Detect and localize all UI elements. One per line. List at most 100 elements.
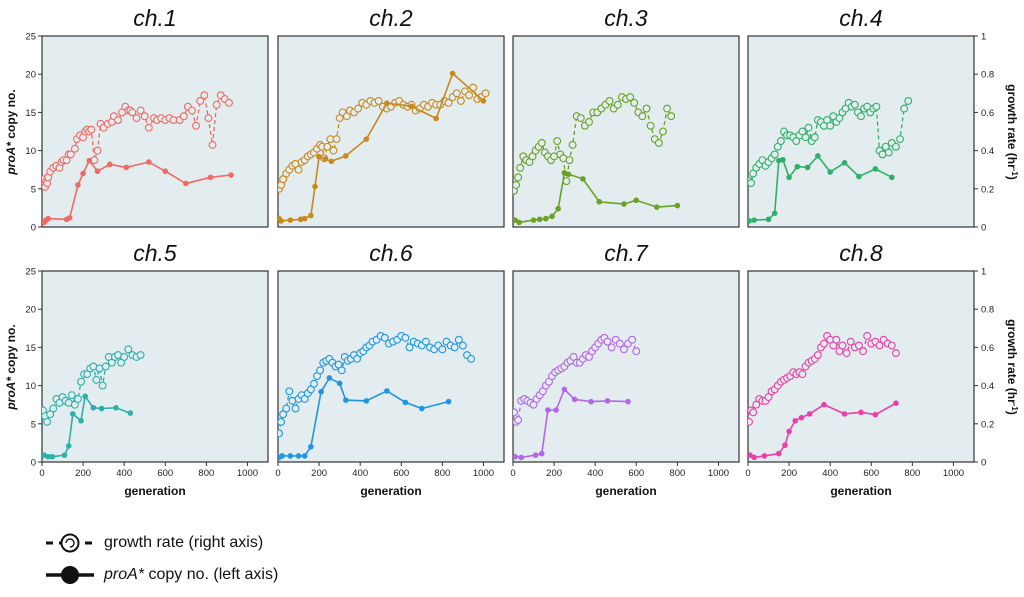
panel-8-ytick-right-label: 0.8 bbox=[981, 305, 994, 316]
panel-1-growth-rate-point bbox=[192, 121, 201, 130]
panel-3-copy-number-point bbox=[621, 201, 627, 207]
panel-3-growth-rate-point bbox=[585, 117, 593, 126]
panel-3-growth-rate-point bbox=[667, 112, 676, 121]
panel-5-copy-number-point bbox=[49, 453, 56, 460]
panel-8-ytick-right-label: 0.4 bbox=[981, 381, 994, 392]
panel-8-copy-number-point bbox=[872, 411, 879, 418]
panel-5-growth-rate-point bbox=[101, 362, 110, 371]
panel-4-ytick-right-label: 0.6 bbox=[981, 108, 994, 119]
panel-1-copy-number-point bbox=[66, 215, 73, 221]
panel-3-copy-number-point bbox=[516, 219, 522, 226]
panel-3-growth-rate-point bbox=[605, 96, 614, 105]
panel-3-growth-rate-point bbox=[630, 98, 639, 107]
panel-4-growth-rate-point bbox=[850, 100, 859, 109]
panel-6-copy-number-point bbox=[301, 453, 308, 459]
panel-1-copy-number-point bbox=[80, 170, 86, 177]
panel-1-copy-number-point bbox=[86, 157, 93, 164]
panel-4-growth-rate-point bbox=[810, 133, 819, 142]
panel-8-copy-number-point bbox=[821, 401, 827, 408]
panel-4-growth-rate-point bbox=[804, 123, 813, 132]
panel-3-growth-rate-point bbox=[663, 104, 672, 113]
panel-3-copy-number-point bbox=[530, 217, 537, 223]
panel-3-growth-rate-point bbox=[513, 181, 521, 189]
panel-6-xtick-label: 0 bbox=[275, 468, 280, 479]
panel-5-growth-rate-point bbox=[136, 351, 145, 359]
panel-6-copy-number-point bbox=[318, 388, 324, 395]
panel-6-growth-rate-point bbox=[285, 387, 294, 396]
panel-6-plot-area bbox=[277, 270, 505, 463]
panel-5-growth-rate-point bbox=[124, 345, 133, 354]
panel-4-ytick-right-label: 0.2 bbox=[981, 184, 994, 195]
panel-6-copy-number-point bbox=[279, 453, 285, 459]
panel-1-growth-rate-point bbox=[225, 98, 233, 107]
panel-8-xtick-label: 800 bbox=[904, 468, 920, 479]
panel-1-copy-number-point bbox=[45, 215, 51, 222]
panel-5-copy-number-point bbox=[45, 453, 51, 460]
panel-3-growth-rate-point bbox=[642, 104, 651, 113]
panel-5-xtick-label: 200 bbox=[75, 468, 91, 479]
panel-5-growth-rate-point bbox=[120, 353, 129, 361]
panel-4-growth-rate-point bbox=[884, 148, 893, 157]
panel-7-xtick-label: 600 bbox=[628, 468, 644, 479]
panel-8-growth-rate-point bbox=[749, 408, 758, 417]
panel-6-growth-rate-point bbox=[278, 417, 286, 426]
panel-6-growth-rate-point bbox=[282, 404, 291, 413]
panel-3-growth-rate-point bbox=[659, 127, 667, 136]
panel-5-ytick-left-label: 0 bbox=[31, 458, 36, 469]
panel-1-ytick-left-label: 5 bbox=[31, 184, 36, 195]
panel-8-copy-number-point bbox=[782, 442, 788, 448]
panel-2-data bbox=[278, 70, 490, 224]
panel-1-data bbox=[42, 91, 234, 226]
panel-7: ch.7 0 200 400 600 800 1000 generation bbox=[510, 240, 740, 498]
panel-2-growth-rate-point bbox=[456, 96, 465, 105]
panel-3-growth-rate-point bbox=[576, 114, 585, 123]
legend-copy-number-marker-icon bbox=[46, 566, 94, 584]
panel-3-copy-number-point bbox=[580, 176, 586, 182]
panel-2-copy-number-point bbox=[316, 153, 322, 160]
panel-5-copy-number-point bbox=[82, 393, 88, 400]
panel-1-ytick-left-label: 15 bbox=[25, 108, 36, 119]
panel-5-growth-rate-point bbox=[77, 377, 85, 386]
panel-3: ch.3 bbox=[512, 5, 740, 228]
panel-1-growth-rate-point bbox=[136, 106, 145, 115]
panel-7-data bbox=[513, 333, 641, 461]
right-axis-label-top: growth rate (hr-1) bbox=[1005, 84, 1019, 180]
panel-1-growth-rate-point bbox=[212, 100, 221, 109]
panel-7-growth-rate-point bbox=[615, 339, 624, 348]
panel-8-growth-rate-point bbox=[748, 417, 753, 426]
panel-5-growth-rate-point bbox=[92, 375, 101, 384]
panel-4-copy-number-point bbox=[841, 160, 848, 166]
panel-8-xtick-label: 200 bbox=[781, 468, 797, 479]
panel-8-xtick-label: 0 bbox=[745, 468, 750, 479]
panel-3-copy-number-point bbox=[565, 171, 572, 178]
panel-7-copy-number-point bbox=[604, 398, 611, 404]
panel-6-growth-rate-point bbox=[310, 379, 318, 388]
panel-7-xtick-label: 400 bbox=[587, 468, 603, 479]
panel-1-copy-number-point bbox=[228, 172, 234, 178]
panel-1-growth-rate-point bbox=[179, 112, 188, 121]
panel-1-ytick-left-label: 0 bbox=[31, 223, 36, 234]
panel-8-copy-number-point bbox=[806, 411, 813, 417]
panel-4-copy-number-point bbox=[827, 169, 833, 175]
legend-growth-rate-label: growth rate (right axis) bbox=[104, 534, 264, 551]
panel-7-copy-number-point bbox=[625, 398, 631, 405]
panel-8-copy-number-point bbox=[893, 400, 899, 406]
panel-4-copy-number-point bbox=[751, 217, 757, 223]
panel-1-copy-number-point bbox=[146, 159, 152, 165]
panel-2-growth-rate-point bbox=[294, 165, 303, 174]
panel-4-copy-number-point bbox=[872, 166, 879, 172]
panel-3-growth-rate-point bbox=[568, 140, 577, 149]
panel-1-growth-rate-point bbox=[66, 150, 75, 159]
panel-1-growth-rate-point bbox=[196, 96, 205, 105]
panel-8-xtick-label: 600 bbox=[863, 468, 879, 479]
panel-1-growth-rate-point bbox=[144, 123, 153, 132]
panel-8-ytick-right-label: 0.6 bbox=[981, 343, 994, 354]
panel-3-copy-number-point bbox=[674, 202, 681, 209]
panel-6-copy-number-point bbox=[326, 375, 333, 381]
panel-8-xtick-label: 400 bbox=[822, 468, 838, 479]
panel-1-growth-rate-point bbox=[132, 114, 141, 123]
panel-7-title: ch.7 bbox=[604, 240, 649, 266]
panel-1-copy-number-point bbox=[75, 182, 81, 188]
panel-5-copy-number-point bbox=[70, 411, 76, 417]
